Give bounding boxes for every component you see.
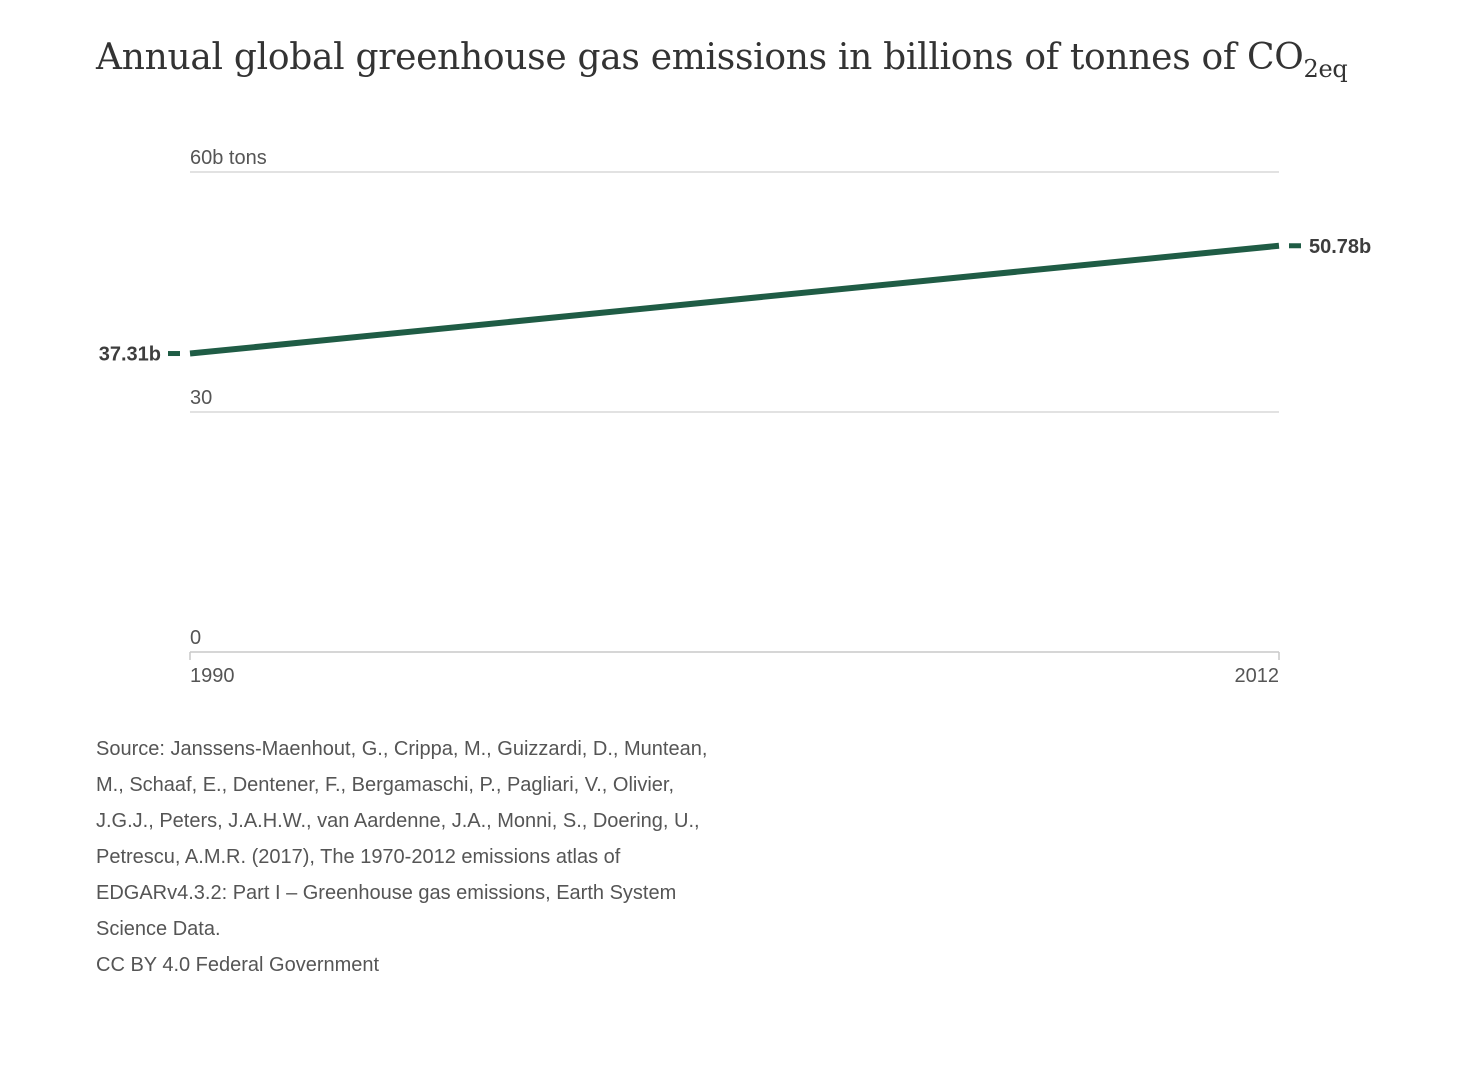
source-note: Source: Janssens-Maenhout, G., Crippa, M…	[96, 731, 736, 983]
end-value-label: 50.78b	[1309, 236, 1371, 258]
x-tick-label-1990: 1990	[190, 665, 235, 687]
license-note: CC BY 4.0 Federal Government	[96, 954, 380, 976]
gridlines	[190, 171, 1279, 653]
source-citation: Source: Janssens-Maenhout, G., Crippa, M…	[96, 738, 708, 940]
y-tick-label-0: 0	[190, 627, 201, 649]
x-tick-label-2012: 2012	[1235, 665, 1280, 687]
series	[168, 242, 1301, 357]
labels: 60b tons 30 0 1990 2012 37.31b 50.78b	[99, 147, 1372, 687]
series-line-0	[189, 242, 1280, 357]
chart-title-subscript: 2eq	[1303, 55, 1348, 83]
chart-title: Annual global greenhouse gas emissions i…	[96, 34, 1348, 83]
y-tick-label-30: 30	[190, 387, 212, 409]
chart-title-text: Annual global greenhouse gas emissions i…	[96, 37, 1304, 78]
line-chart: 60b tons 30 0 1990 2012 37.31b 50.78b	[99, 147, 1372, 687]
y-tick-label-60: 60b tons	[190, 147, 267, 169]
start-value-label: 37.31b	[99, 344, 161, 366]
x-axis	[189, 652, 1280, 660]
